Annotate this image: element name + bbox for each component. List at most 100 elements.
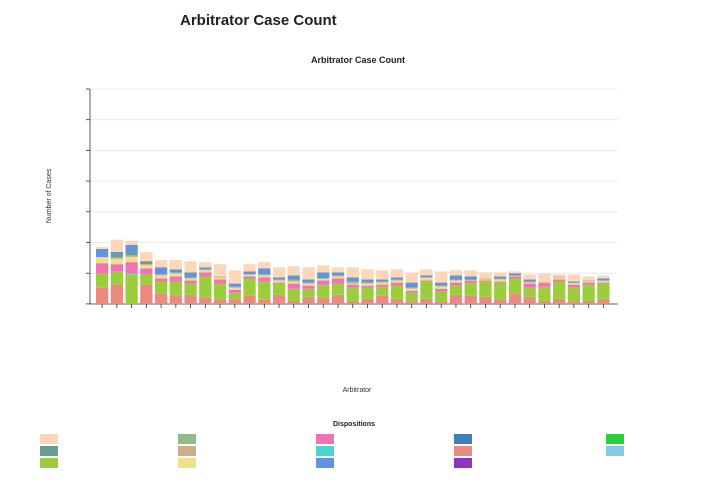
bar-segment [213, 299, 227, 304]
bar-segment [582, 276, 595, 281]
bar-segment [494, 279, 507, 282]
bar-segment [435, 291, 448, 302]
legend-title: Dispositions [333, 421, 375, 428]
bar-segment [154, 293, 168, 304]
bar-segment [258, 281, 271, 300]
bar-segment [376, 270, 389, 280]
bar-segment [390, 279, 404, 281]
bar-segment [302, 288, 315, 297]
bar-segment [567, 274, 581, 282]
bar-segment [597, 283, 610, 299]
bar-segment [125, 262, 138, 274]
bar-segment [449, 294, 463, 304]
bar-segment [184, 283, 197, 295]
legend-swatch [454, 446, 472, 456]
legend-swatch [40, 458, 58, 468]
bar-segment [494, 299, 507, 304]
legend [40, 432, 700, 480]
bar-segment [213, 283, 227, 300]
bar-segment [567, 282, 581, 285]
bar-segment [420, 277, 433, 281]
bar-segment [390, 282, 404, 286]
bar-segment [405, 292, 418, 302]
bar-segment [390, 277, 404, 280]
legend-swatch [454, 434, 472, 444]
bar-segment [228, 270, 241, 284]
bar-segment [553, 279, 566, 282]
legend-swatch [316, 434, 334, 444]
bar-segment [302, 279, 315, 283]
bar-segment [184, 277, 197, 279]
bar-segment [405, 287, 418, 289]
bar-segment [213, 277, 227, 280]
bar-segment [346, 284, 359, 288]
bar-segment [361, 269, 374, 280]
bar-segment [523, 279, 536, 282]
bar-segment [169, 273, 182, 277]
bar-segment [287, 275, 300, 280]
bar-segment [405, 288, 418, 291]
bar-segment [523, 287, 536, 297]
bar-segment [508, 293, 522, 304]
bar-segment [331, 276, 345, 279]
bar-segment [405, 301, 418, 304]
bar-segment [228, 286, 241, 288]
bar-segment [449, 275, 463, 280]
bar-segment [390, 298, 404, 304]
bar-segment [302, 267, 315, 280]
bar-segment [582, 281, 595, 283]
bar-segment [199, 272, 212, 277]
bar-segment [302, 283, 315, 286]
bar-segment [243, 278, 256, 296]
bar-segment [449, 270, 463, 276]
legend-swatch [606, 434, 624, 444]
bar-segment [494, 276, 507, 279]
bar-segment [199, 262, 212, 268]
bar-segment [272, 279, 286, 281]
bar-segment [184, 280, 197, 284]
bar-segment [125, 274, 138, 304]
bar-segment [435, 288, 448, 292]
bar-segment [169, 295, 182, 304]
bar-segment [376, 279, 389, 282]
bar-segment [464, 295, 477, 304]
bar-segment [361, 279, 374, 283]
bar-segment [582, 284, 595, 301]
bar-segment [140, 251, 153, 262]
bar-segment [302, 285, 315, 289]
bar-segment [464, 282, 477, 296]
bar-segment [597, 275, 610, 279]
legend-swatch [178, 434, 196, 444]
bar-segment [213, 276, 227, 278]
bar-segment [228, 289, 241, 293]
bar-segment [597, 278, 610, 281]
bar-segment [376, 286, 389, 296]
bar-segment [317, 284, 330, 298]
bar-segment [435, 286, 448, 289]
bar-segment [597, 298, 610, 304]
bar-segment [228, 292, 241, 300]
bar-segment [597, 282, 610, 284]
legend-swatch [316, 458, 334, 468]
bar-segment [125, 251, 138, 256]
bar-segment [317, 297, 330, 304]
y-axis-label: Number of Cases [46, 168, 53, 223]
bar-segment [331, 294, 345, 304]
bar-segment [287, 281, 300, 284]
bar-segment [154, 267, 168, 275]
legend-swatch [606, 446, 624, 456]
bar-segment [125, 255, 138, 257]
bar-segment [479, 279, 492, 281]
bar-segment [228, 287, 241, 290]
bar-segment [567, 284, 581, 288]
bar-segment [508, 275, 522, 277]
bar-segment [420, 298, 433, 304]
bar-segment [553, 298, 566, 304]
bar-segment [140, 264, 153, 266]
bar-segment [494, 278, 507, 280]
bar-segment [479, 280, 492, 282]
bar-segment [361, 282, 374, 284]
legend-swatch [40, 446, 58, 456]
bar-segment [302, 282, 315, 284]
bar-segment [272, 294, 286, 304]
